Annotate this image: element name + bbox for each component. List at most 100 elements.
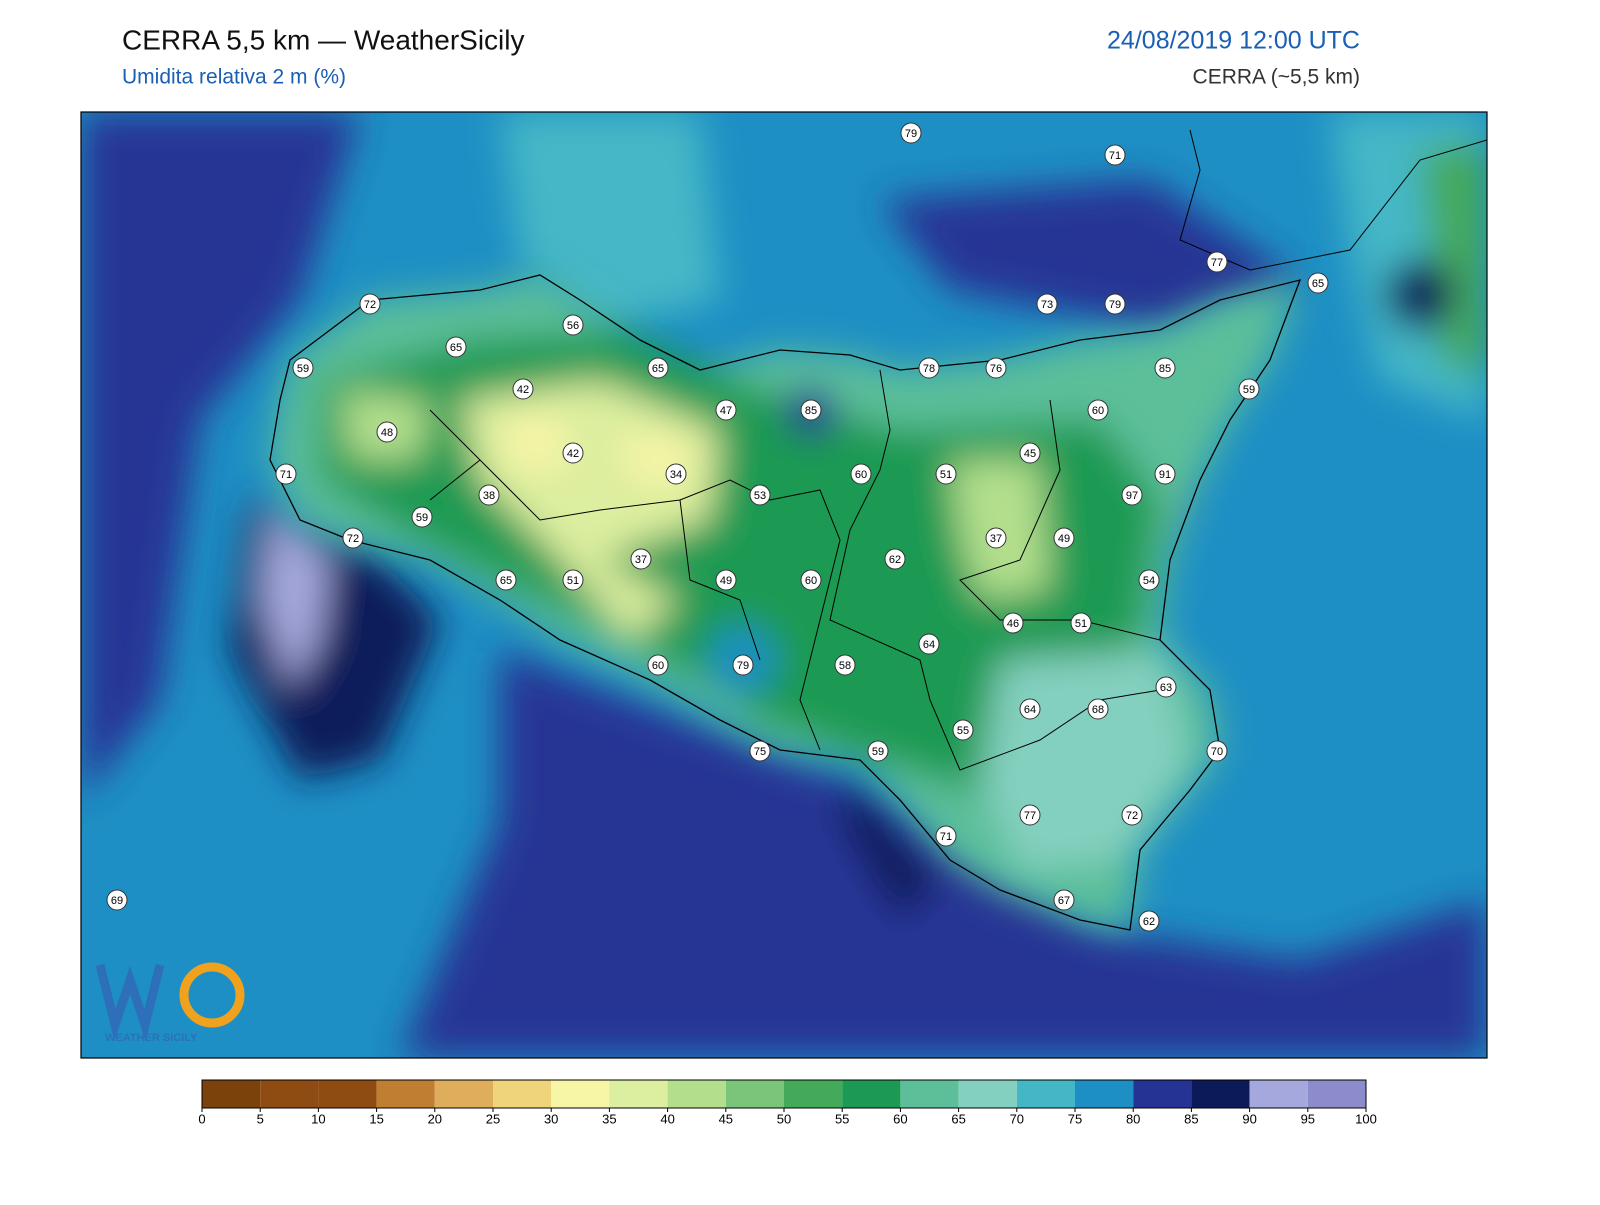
station: 97 — [1121, 484, 1143, 506]
station-marker — [411, 506, 433, 528]
station-marker — [1154, 463, 1176, 485]
map: WEATHER SICILY — [81, 112, 1487, 1058]
station-marker — [935, 463, 957, 485]
station-value: 59 — [872, 746, 884, 758]
station: 54 — [1138, 569, 1160, 591]
datetime: 24/08/2019 12:00 UTC — [1107, 27, 1360, 55]
island-field — [270, 275, 1300, 930]
station-value: 51 — [940, 469, 952, 481]
station: 37 — [630, 548, 652, 570]
colorbar-segment — [434, 1080, 493, 1108]
station-value: 85 — [1159, 363, 1171, 375]
colorbar-tick-label: 50 — [777, 1111, 791, 1126]
station-marker — [275, 463, 297, 485]
station-value: 76 — [990, 363, 1002, 375]
colorbar-segment — [725, 1080, 784, 1108]
station-value: 85 — [805, 405, 817, 417]
station-marker — [732, 654, 754, 676]
station-marker — [900, 122, 922, 144]
field-area — [500, 112, 720, 330]
station-marker — [749, 484, 771, 506]
station: 59 — [867, 740, 889, 762]
colorbar-segment — [667, 1080, 726, 1108]
station-marker — [1019, 442, 1041, 464]
colorbar-segment — [1249, 1080, 1308, 1108]
field-area — [840, 780, 940, 920]
station: 62 — [1138, 910, 1160, 932]
station-marker — [985, 527, 1007, 549]
colorbar-segment — [551, 1080, 610, 1108]
colorbar-tick-label: 75 — [1068, 1111, 1082, 1126]
station-marker — [1154, 357, 1176, 379]
station-value: 59 — [297, 363, 309, 375]
station: 59 — [292, 357, 314, 379]
station: 63 — [1155, 676, 1177, 698]
station-marker — [850, 463, 872, 485]
station: 72 — [342, 527, 364, 549]
station-marker — [1121, 484, 1143, 506]
colorbar-segment — [318, 1080, 377, 1108]
station-marker — [1206, 740, 1228, 762]
station: 51 — [935, 463, 957, 485]
station-value: 51 — [1075, 618, 1087, 630]
colorbar-tick-label: 95 — [1301, 1111, 1315, 1126]
title: CERRA 5,5 km — WeatherSicily — [122, 24, 525, 55]
station: 78 — [918, 357, 940, 379]
station-marker — [106, 889, 128, 911]
station-value: 75 — [754, 746, 766, 758]
station-value: 72 — [1126, 810, 1138, 822]
colorbar-segment — [1075, 1080, 1134, 1108]
station-marker — [376, 421, 398, 443]
station-value: 46 — [1007, 618, 1019, 630]
station: 79 — [900, 122, 922, 144]
station: 64 — [1019, 698, 1041, 720]
colorbar-tick-label: 35 — [602, 1111, 616, 1126]
station-value: 79 — [737, 660, 749, 672]
station-marker — [1121, 804, 1143, 826]
station: 59 — [1238, 378, 1260, 400]
station: 77 — [1206, 251, 1228, 273]
colorbar-segment — [842, 1080, 901, 1108]
map-frame — [80, 111, 1488, 1059]
colorbar-tick-label: 65 — [951, 1111, 965, 1126]
station: 68 — [1087, 698, 1109, 720]
station: 79 — [1104, 293, 1126, 315]
colorbar-segment — [1133, 1080, 1192, 1108]
logo — [95, 963, 165, 1042]
station-value: 60 — [805, 575, 817, 587]
station: 42 — [562, 442, 584, 464]
station-marker — [1053, 527, 1075, 549]
station: 49 — [1053, 527, 1075, 549]
station-value: 77 — [1211, 257, 1223, 269]
station-marker — [495, 569, 517, 591]
station-value: 65 — [652, 363, 664, 375]
station-value: 73 — [1041, 299, 1053, 311]
field-area — [1385, 260, 1455, 330]
station-value: 58 — [839, 660, 851, 672]
station-marker — [1307, 272, 1329, 294]
station-value: 55 — [957, 725, 969, 737]
station-marker — [918, 633, 940, 655]
station: 51 — [1070, 612, 1092, 634]
station-marker — [1087, 399, 1109, 421]
station-marker — [800, 399, 822, 421]
station-value: 63 — [1160, 682, 1172, 694]
station-value: 71 — [940, 831, 952, 843]
station-marker — [918, 357, 940, 379]
station: 73 — [1036, 293, 1058, 315]
station-marker — [884, 548, 906, 570]
station: 85 — [800, 399, 822, 421]
station-value: 42 — [517, 384, 529, 396]
station: 53 — [749, 484, 771, 506]
colorbar-tick-label: 80 — [1126, 1111, 1140, 1126]
station-value: 65 — [450, 342, 462, 354]
station-marker — [749, 740, 771, 762]
station: 69 — [106, 889, 128, 911]
station: 62 — [884, 548, 906, 570]
station-marker — [952, 719, 974, 741]
station-value: 60 — [1092, 405, 1104, 417]
field-area — [81, 112, 360, 800]
station-marker — [1206, 251, 1228, 273]
colorbar-tick-label: 45 — [719, 1111, 733, 1126]
